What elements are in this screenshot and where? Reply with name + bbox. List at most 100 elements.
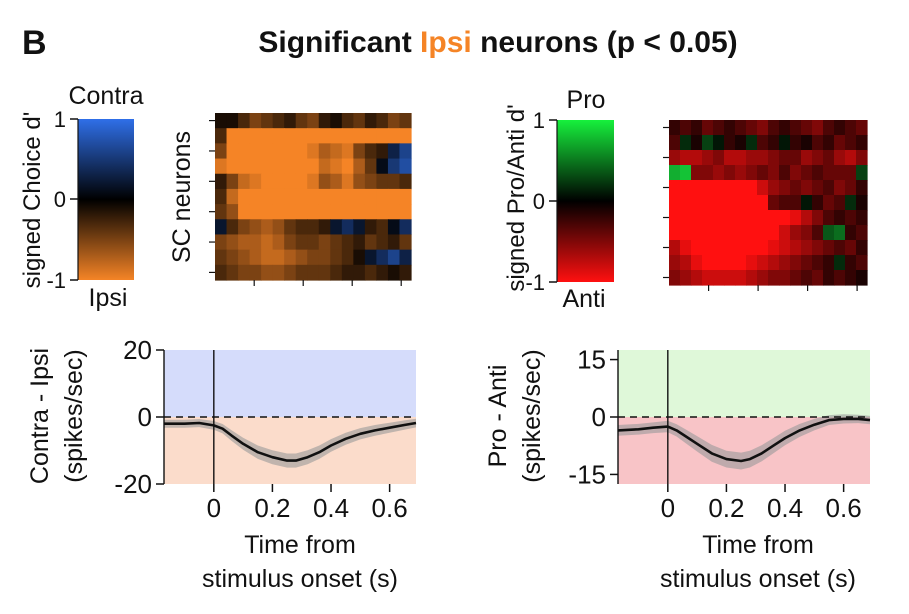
proanti-heatmap-cell [669, 150, 681, 166]
proanti-colorbar-top-label: Pro [567, 86, 606, 114]
choice-heatmap-cell [330, 249, 343, 266]
proanti-heatmap-cell [713, 135, 725, 151]
choice-heatmap-cell [295, 173, 308, 190]
choice-heatmap-cell [330, 204, 343, 220]
choice-heatmap-cell [249, 173, 262, 190]
choice-heatmap-cell [387, 158, 401, 175]
choice-psth-ytick-label: 0 [138, 402, 152, 432]
choice-heatmap-cell [341, 264, 354, 281]
proanti-heatmap-cell [812, 195, 824, 211]
proanti-heatmap-cell [757, 270, 769, 286]
choice-heatmap-cell [341, 143, 354, 160]
proanti-heatmap-cell [746, 180, 758, 196]
proanti-heatmap-cell [834, 165, 846, 181]
proanti-heatmap-cell [746, 255, 758, 271]
proanti-heatmap-cell [735, 270, 747, 286]
choice-heatmap-cell [318, 158, 331, 175]
choice-heatmap-cell [376, 173, 389, 190]
choice-heatmap-cell [387, 204, 401, 220]
choice-heatmap-cell [376, 234, 389, 251]
proanti-heatmap-cell [779, 225, 791, 241]
proanti-heatmap-cell [735, 240, 747, 256]
choice-colorbar-tick-bottom: -1 [46, 268, 66, 293]
proanti-heatmap-panel [663, 120, 868, 291]
proanti-colorbar: Pro 1 0 -1 Anti signed Pro/Anti d' [503, 86, 614, 313]
choice-heatmap-cell [399, 188, 412, 205]
proanti-heatmap-cell [724, 270, 736, 286]
proanti-heatmap-cell [812, 225, 824, 241]
proanti-heatmap-cell [702, 135, 714, 151]
proanti-heatmap-cell [691, 195, 703, 211]
choice-heatmap-cell [284, 173, 297, 190]
choice-heatmap-cell [353, 173, 366, 190]
proanti-heatmap-cell [746, 225, 758, 241]
proanti-heatmap-cell [724, 195, 736, 211]
choice-heatmap-cell [307, 219, 320, 236]
proanti-heatmap-cell [801, 120, 813, 136]
proanti-heatmap-cell [746, 195, 758, 211]
choice-heatmap-cell [295, 249, 308, 266]
proanti-heatmap-cell [735, 195, 747, 211]
choice-heatmap-cell [249, 204, 262, 220]
choice-heatmap-cell [226, 113, 239, 129]
proanti-heatmap-cell [801, 195, 813, 211]
proanti-heatmap-cell [823, 135, 835, 151]
proanti-heatmap-cell [702, 270, 714, 286]
proanti-psth-xtick-label: 0.4 [767, 493, 803, 523]
proanti-heatmap-cell [790, 240, 802, 256]
proanti-heatmap-cell [856, 165, 868, 181]
choice-heatmap-cell [330, 173, 343, 190]
choice-heatmap-cell [307, 173, 320, 190]
proanti-heatmap-cell [680, 225, 692, 241]
proanti-psth-mean-line [617, 417, 871, 463]
proanti-heatmap-cell [757, 150, 769, 166]
proanti-heatmap-cell [845, 210, 857, 226]
proanti-heatmap-cell [669, 135, 681, 151]
choice-heatmap-cell [330, 219, 343, 236]
choice-heatmap-cell [238, 113, 251, 129]
proanti-heatmap-cell [856, 180, 868, 196]
choice-heatmap-cell [330, 143, 343, 160]
choice-heatmap-cell [284, 219, 297, 236]
proanti-heatmap-cell [790, 270, 802, 286]
choice-heatmap-cell [399, 219, 412, 236]
choice-heatmap-cell [261, 264, 274, 281]
choice-heatmap-cell [295, 128, 308, 144]
choice-heatmap-cell [284, 188, 297, 205]
choice-heatmap-cell [295, 143, 308, 160]
choice-heatmap-cell [387, 219, 401, 236]
choice-heatmap-cell [226, 188, 239, 205]
choice-heatmap-cell [295, 234, 308, 251]
choice-heatmap-cell [318, 113, 331, 129]
choice-heatmap-cell [215, 128, 228, 144]
choice-heatmap-cell [261, 219, 274, 236]
choice-heatmap-cell [318, 234, 331, 251]
choice-heatmap-cell [376, 158, 389, 175]
proanti-heatmap-cell [669, 120, 681, 136]
proanti-heatmap-cell [801, 165, 813, 181]
choice-heatmap-cell [399, 128, 412, 144]
proanti-heatmap-cell [746, 270, 758, 286]
choice-psth-xlabel-line1: Time from [244, 531, 356, 559]
proanti-heatmap-cell [845, 135, 857, 151]
choice-heatmap-cell [295, 204, 308, 220]
proanti-heatmap-cell [713, 225, 725, 241]
choice-heatmap-cell [318, 249, 331, 266]
choice-heatmap-cell [238, 264, 251, 281]
choice-heatmap-cell [272, 158, 285, 175]
title-post: neurons (p < 0.05) [472, 26, 738, 59]
figure-title: Significant Ipsi neurons (p < 0.05) [258, 26, 737, 59]
choice-heatmap-cell [226, 173, 239, 190]
proanti-heatmap-cell [768, 240, 780, 256]
proanti-heatmap-cell [669, 255, 681, 271]
proanti-heatmap-cell [812, 255, 824, 271]
proanti-psth-ylabel-line1: Pro - Anti [484, 365, 512, 468]
choice-heatmap-cell [249, 264, 262, 281]
choice-heatmap-cell [330, 188, 343, 205]
proanti-heatmap-cell [779, 150, 791, 166]
proanti-heatmap-cell [669, 225, 681, 241]
proanti-heatmap-cell [856, 135, 868, 151]
proanti-heatmap-cell [790, 255, 802, 271]
choice-psth-mean-line [164, 421, 417, 462]
choice-heatmap-cell [272, 234, 285, 251]
